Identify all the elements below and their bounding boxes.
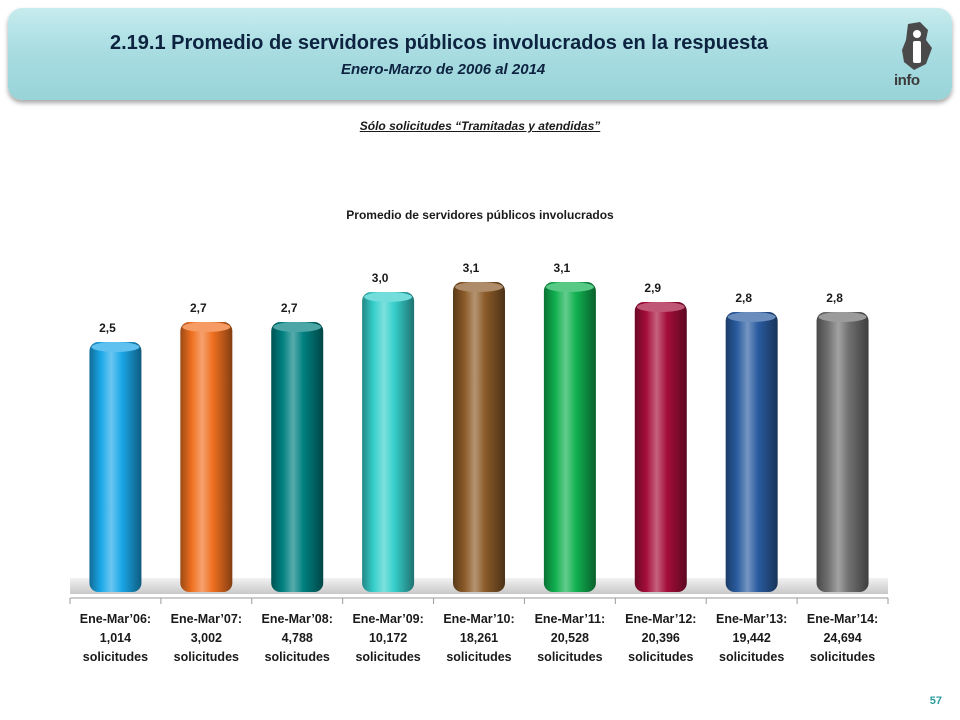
category-label-8-0: Ene-Mar’14:: [807, 612, 878, 626]
category-label-2-0: Ene-Mar’08:: [262, 612, 333, 626]
city-map-icon: [902, 22, 932, 70]
category-label-6-1: 20,396: [642, 631, 680, 645]
category-label-3-2: solicitudes: [355, 650, 420, 664]
category-label-1-2: solicitudes: [174, 650, 239, 664]
info-df-logo: info: [886, 20, 946, 100]
category-label-2-1: 4,788: [282, 631, 313, 645]
category-label-5-0: Ene-Mar’11:: [535, 612, 606, 626]
bar-top-6: [636, 302, 685, 312]
data-label-7: 2,8: [735, 291, 752, 305]
bar-2: [271, 322, 324, 592]
data-label-3: 3,0: [372, 271, 389, 285]
data-label-0: 2,5: [99, 321, 116, 335]
category-label-4-2: solicitudes: [446, 650, 511, 664]
category-label-8-1: 24,694: [823, 631, 861, 645]
bar-4: [453, 282, 505, 592]
category-label-7-2: solicitudes: [719, 650, 784, 664]
category-label-0-1: 1,014: [100, 631, 131, 645]
bar-7: [725, 312, 778, 592]
bar-top-7: [727, 312, 776, 322]
page-subtitle: Enero-Marzo de 2006 al 2014: [341, 61, 546, 78]
category-label-3-0: Ene-Mar’09:: [352, 612, 423, 626]
bar-top-0: [91, 342, 140, 352]
bar-5: [543, 282, 596, 592]
page-number: 57: [929, 695, 942, 707]
category-label-0-2: solicitudes: [83, 650, 148, 664]
category-label-4-1: 18,261: [460, 631, 498, 645]
bar-1: [180, 322, 233, 592]
category-label-3-1: 10,172: [369, 631, 407, 645]
data-label-5: 3,1: [554, 261, 571, 275]
logo-wordmark: info: [894, 72, 920, 89]
bar-top-5: [545, 282, 594, 292]
bar-0: [89, 342, 142, 592]
category-label-8-2: solicitudes: [810, 650, 875, 664]
category-label-6-2: solicitudes: [628, 650, 693, 664]
data-label-6: 2,9: [644, 281, 661, 295]
category-label-6-0: Ene-Mar’12:: [625, 612, 696, 626]
bar-6: [634, 302, 687, 592]
chart-title: Promedio de servidores públicos involucr…: [346, 208, 614, 222]
category-label-1-0: Ene-Mar’07:: [171, 612, 242, 626]
data-label-1: 2,7: [190, 301, 207, 315]
data-label-2: 2,7: [281, 301, 298, 315]
bar-top-1: [182, 322, 231, 332]
category-label-1-1: 3,002: [191, 631, 222, 645]
page-title: 2.19.1 Promedio de servidores públicos i…: [110, 32, 769, 54]
category-label-5-2: solicitudes: [537, 650, 602, 664]
bar-top-8: [818, 312, 867, 322]
category-label-4-0: Ene-Mar’10:: [443, 612, 514, 626]
bar-3: [362, 292, 415, 592]
category-label-2-2: solicitudes: [265, 650, 330, 664]
category-label-0-0: Ene-Mar’06:: [80, 612, 151, 626]
bar-8: [816, 312, 869, 592]
category-label-7-0: Ene-Mar’13:: [716, 612, 787, 626]
filter-note: Sólo solicitudes “Tramitadas y atendidas…: [359, 119, 601, 133]
bar-top-4: [455, 282, 503, 292]
data-label-4: 3,1: [463, 261, 480, 275]
category-label-5-1: 20,528: [551, 631, 589, 645]
bar-top-2: [273, 322, 322, 332]
category-label-7-1: 19,442: [733, 631, 771, 645]
header-banner: 2.19.1 Promedio de servidores públicos i…: [8, 8, 952, 100]
data-label-8: 2,8: [826, 291, 843, 305]
bar-top-3: [364, 292, 413, 302]
